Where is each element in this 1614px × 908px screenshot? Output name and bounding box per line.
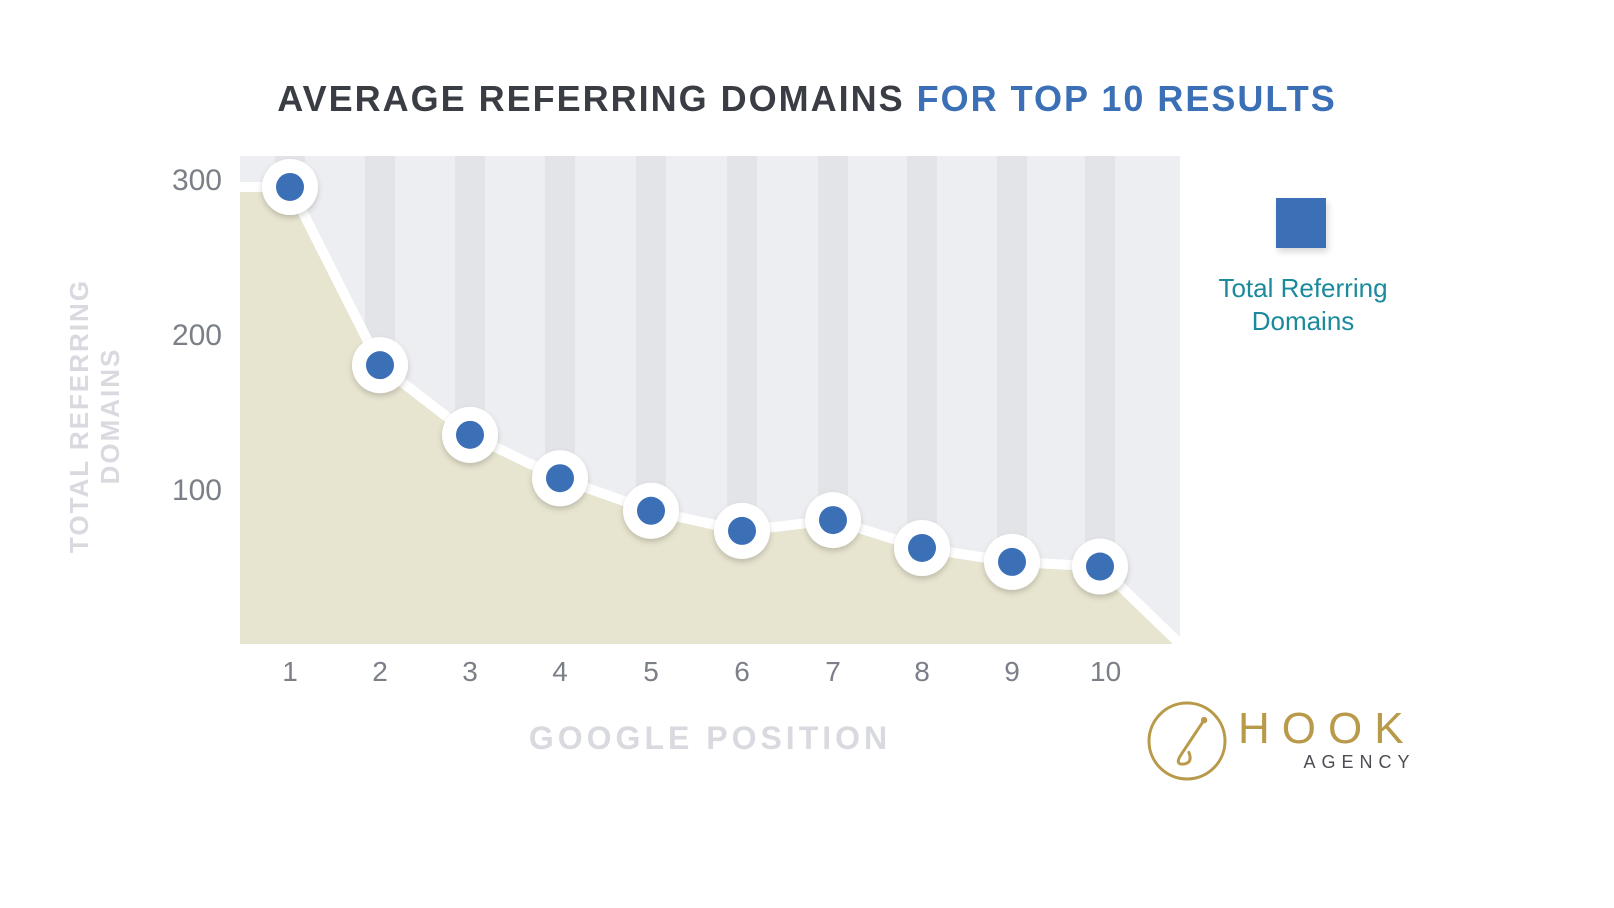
x-axis-title: GOOGLE POSITION bbox=[510, 720, 910, 757]
data-point-inner bbox=[366, 351, 394, 379]
x-tick-label: 10 bbox=[1090, 656, 1110, 688]
x-tick-label: 3 bbox=[460, 656, 480, 688]
data-point-inner bbox=[276, 173, 304, 201]
data-point-inner bbox=[456, 421, 484, 449]
y-axis-title: TOTAL REFERRING DOMAINS bbox=[64, 241, 126, 591]
y-tick-label: 300 bbox=[172, 164, 222, 198]
legend-label: Total Referring Domains bbox=[1208, 272, 1398, 337]
data-point-inner bbox=[998, 548, 1026, 576]
hook-icon bbox=[1146, 700, 1228, 782]
data-point-inner bbox=[637, 497, 665, 525]
title-part2: FOR TOP 10 RESULTS bbox=[917, 78, 1337, 119]
logo-text-sub: AGENCY bbox=[1238, 752, 1416, 773]
data-point-inner bbox=[728, 517, 756, 545]
chart-title: AVERAGE REFERRING DOMAINS FOR TOP 10 RES… bbox=[0, 78, 1614, 120]
title-part1: AVERAGE REFERRING DOMAINS bbox=[277, 78, 916, 119]
legend-swatch bbox=[1276, 198, 1326, 248]
logo-text-main: HOOK bbox=[1238, 704, 1416, 754]
x-tick-label: 6 bbox=[732, 656, 752, 688]
x-tick-label: 1 bbox=[280, 656, 300, 688]
y-tick-label: 100 bbox=[172, 474, 222, 508]
chart-plot bbox=[240, 156, 1180, 644]
data-point-inner bbox=[908, 534, 936, 562]
data-point-inner bbox=[546, 464, 574, 492]
x-tick-label: 5 bbox=[641, 656, 661, 688]
x-tick-label: 2 bbox=[370, 656, 390, 688]
data-point-inner bbox=[819, 506, 847, 534]
x-tick-label: 4 bbox=[550, 656, 570, 688]
x-tick-label: 8 bbox=[912, 656, 932, 688]
x-tick-label: 7 bbox=[823, 656, 843, 688]
y-tick-label: 200 bbox=[172, 319, 222, 353]
data-point-inner bbox=[1086, 553, 1114, 581]
x-tick-label: 9 bbox=[1002, 656, 1022, 688]
